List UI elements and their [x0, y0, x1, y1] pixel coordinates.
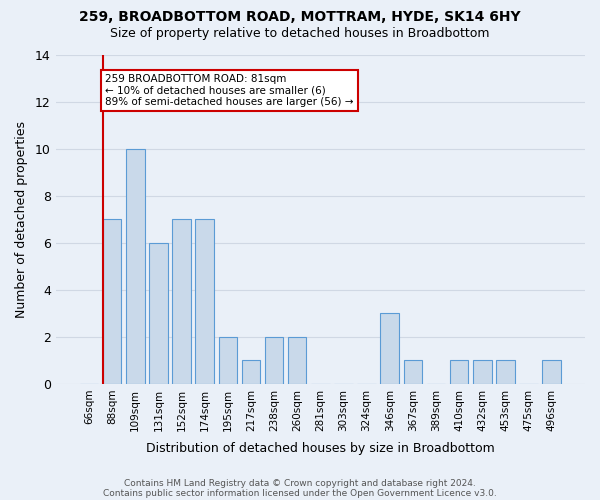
Text: Contains public sector information licensed under the Open Government Licence v3: Contains public sector information licen…	[103, 488, 497, 498]
Bar	[103, 220, 121, 384]
Bar	[172, 220, 191, 384]
Bar	[450, 360, 469, 384]
Bar	[380, 314, 399, 384]
Bar	[196, 220, 214, 384]
Bar	[218, 337, 237, 384]
Text: Size of property relative to detached houses in Broadbottom: Size of property relative to detached ho…	[110, 28, 490, 40]
Bar	[126, 149, 145, 384]
Bar	[496, 360, 515, 384]
Text: 259, BROADBOTTOM ROAD, MOTTRAM, HYDE, SK14 6HY: 259, BROADBOTTOM ROAD, MOTTRAM, HYDE, SK…	[79, 10, 521, 24]
Text: Contains HM Land Registry data © Crown copyright and database right 2024.: Contains HM Land Registry data © Crown c…	[124, 478, 476, 488]
X-axis label: Distribution of detached houses by size in Broadbottom: Distribution of detached houses by size …	[146, 442, 495, 455]
Bar	[288, 337, 307, 384]
Y-axis label: Number of detached properties: Number of detached properties	[15, 121, 28, 318]
Bar	[473, 360, 491, 384]
Bar	[149, 243, 167, 384]
Bar	[265, 337, 283, 384]
Text: 259 BROADBOTTOM ROAD: 81sqm
← 10% of detached houses are smaller (6)
89% of semi: 259 BROADBOTTOM ROAD: 81sqm ← 10% of det…	[105, 74, 353, 107]
Bar	[542, 360, 561, 384]
Bar	[404, 360, 422, 384]
Bar	[242, 360, 260, 384]
